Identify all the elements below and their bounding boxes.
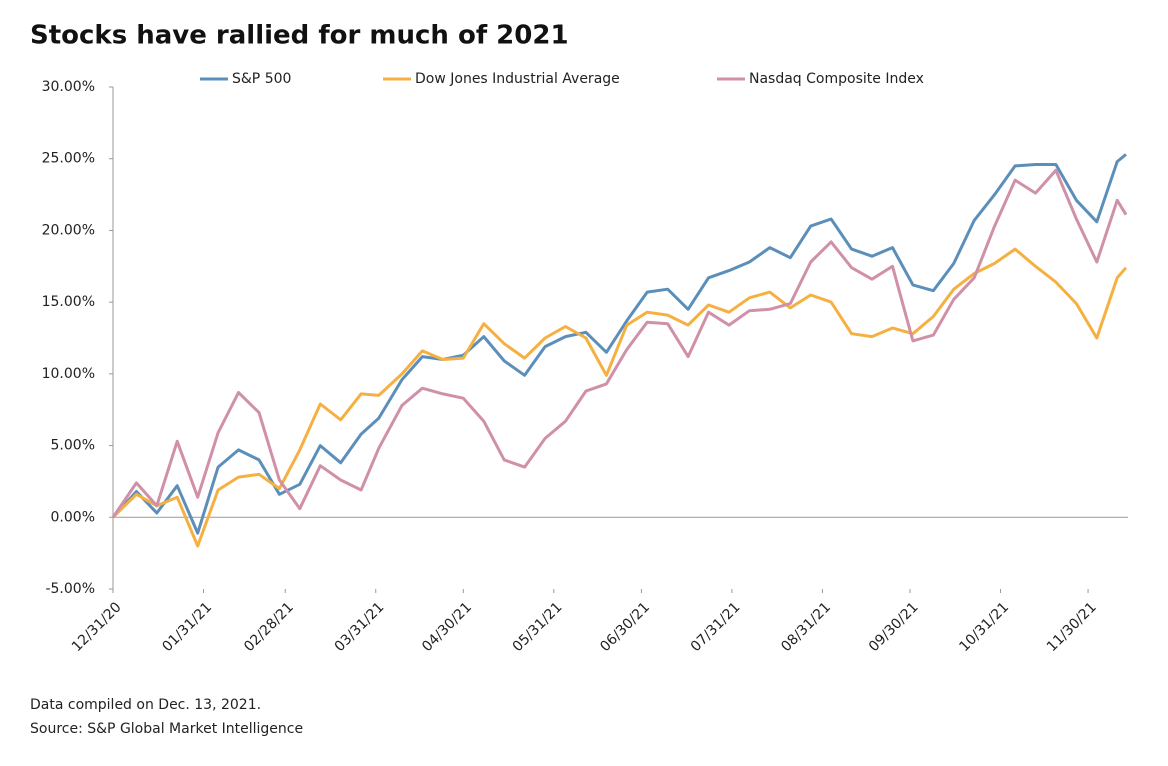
x-tick-label: 09/30/21 (866, 599, 922, 655)
chart-title: Stocks have rallied for much of 2021 (30, 21, 569, 51)
x-tick-label: 11/30/21 (1044, 599, 1100, 655)
x-tick-label: 01/31/21 (159, 599, 215, 655)
x-tick-label: 08/31/21 (778, 599, 834, 655)
y-tick-label: 5.00% (51, 438, 95, 454)
y-tick-label: 15.00% (42, 294, 95, 310)
x-tick-label: 07/31/21 (688, 599, 744, 655)
legend-label: Dow Jones Industrial Average (415, 71, 620, 87)
series-line (111, 247, 1128, 548)
y-tick-label: 25.00% (42, 151, 95, 167)
series-line (111, 168, 1128, 519)
x-tick-label: 06/30/21 (597, 599, 653, 655)
legend-label: Nasdaq Composite Index (749, 71, 924, 87)
legend-label: S&P 500 (232, 71, 291, 87)
y-tick-label: 20.00% (42, 222, 95, 238)
x-tick-label: 03/31/21 (332, 599, 388, 655)
x-tick-label: 04/30/21 (419, 599, 475, 655)
note: Source: S&P Global Market Intelligence (30, 721, 303, 737)
x-tick-label: 12/31/20 (69, 599, 125, 655)
x-tick-label: 02/28/21 (241, 599, 297, 655)
x-tick-label: 05/31/21 (510, 599, 566, 655)
note: Data compiled on Dec. 13, 2021. (30, 697, 261, 713)
y-tick-label: 30.00% (42, 79, 95, 95)
y-tick-label: 0.00% (51, 509, 95, 525)
y-tick-label: -5.00% (45, 581, 95, 597)
y-tick-label: 10.00% (42, 366, 95, 382)
x-tick-label: 10/31/21 (956, 599, 1012, 655)
